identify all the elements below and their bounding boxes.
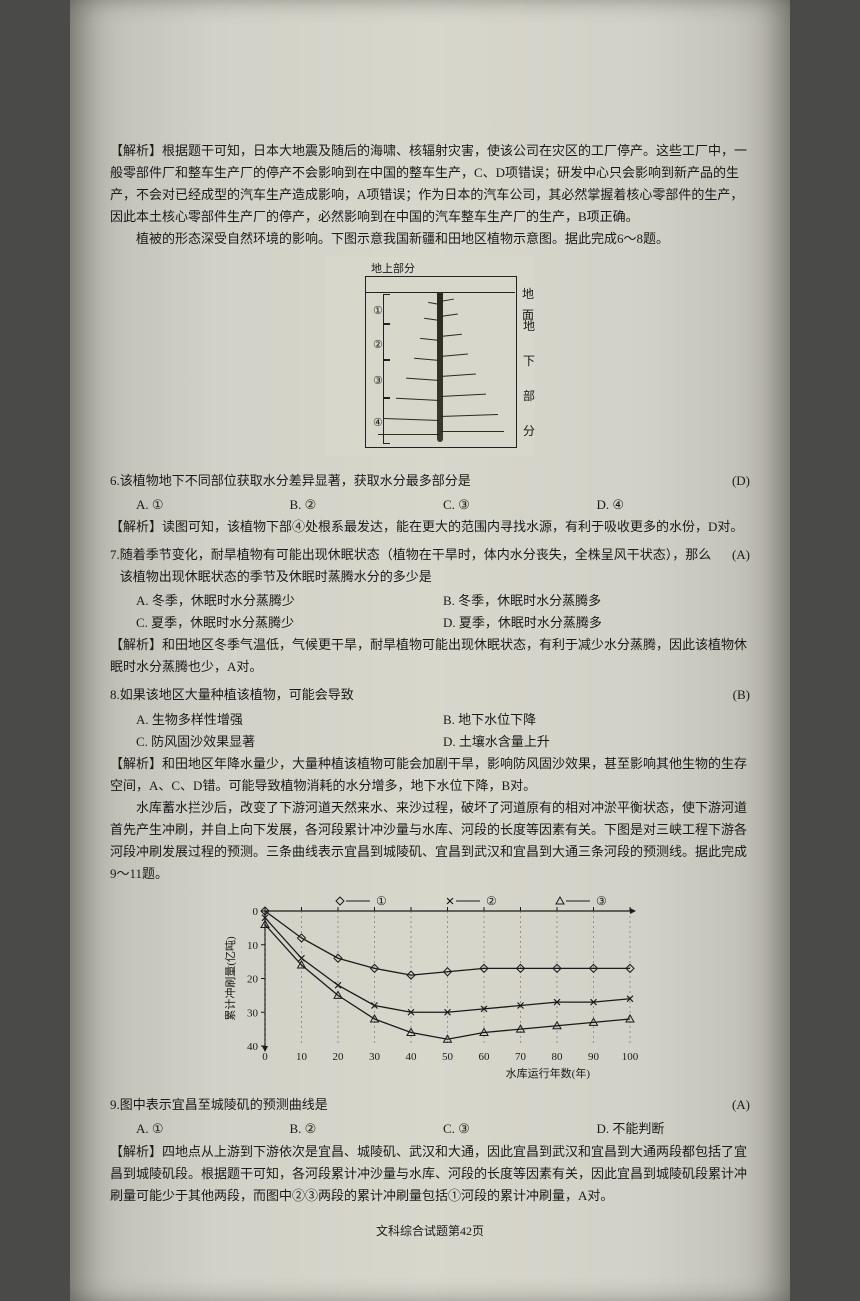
q6-analysis: 【解析】读图可知，该植物下部④处根系最发达，能在更大的范围内寻找水源，有利于吸收… — [110, 516, 750, 538]
q7-opt-c: C. 夏季，休眠时水分蒸腾少 — [136, 612, 443, 634]
svg-text:70: 70 — [515, 1051, 527, 1063]
svg-text:水库运行年数(年): 水库运行年数(年) — [506, 1066, 591, 1080]
svg-text:累计冲刷量(亿吨): 累计冲刷量(亿吨) — [223, 936, 237, 1021]
question-7: 7. 随着季节变化，耐旱植物有可能出现休眠状态（植物在干旱时，体内水分丧失，全株… — [110, 544, 750, 679]
q6-opt-b: B. ② — [290, 494, 444, 516]
q8-num: 8. — [110, 684, 120, 706]
q9-opt-d: D. 不能判断 — [597, 1118, 751, 1140]
svg-text:20: 20 — [247, 974, 259, 986]
q7-num: 7. — [110, 544, 120, 588]
svg-text:90: 90 — [588, 1051, 600, 1063]
q9-num: 9. — [110, 1094, 120, 1116]
svg-text:③: ③ — [596, 894, 607, 908]
fig1-branch — [440, 431, 504, 432]
q8-opt-a: A. 生物多样性增强 — [136, 709, 443, 731]
q8-analysis: 【解析】和田地区年降水量少，大量种植该植物可能会加剧干旱，影响防风固沙效果，甚至… — [110, 753, 750, 797]
q7-answer: (A) — [732, 544, 750, 588]
q7-opt-b: B. 冬季，休眠时水分蒸腾多 — [443, 590, 750, 612]
svg-text:①: ① — [376, 894, 387, 908]
q9-analysis: 【解析】四地点从上游到下游依次是宜昌、城陵矶、武汉和大通，因此宜昌到武汉和宜昌到… — [110, 1141, 750, 1207]
q9-answer: (A) — [732, 1094, 750, 1116]
page-footer: 文科综合试题第42页 — [110, 1221, 750, 1241]
figure-plant-root: 地上部分 地面 地 下 部 分 — [110, 256, 750, 463]
q6-num: 6. — [110, 470, 120, 492]
fig1-num-1: ① — [373, 302, 383, 321]
q9-opt-a: A. ① — [136, 1118, 290, 1140]
q7-opt-d: D. 夏季，休眠时水分蒸腾多 — [443, 612, 750, 634]
svg-text:40: 40 — [247, 1041, 259, 1053]
svg-text:②: ② — [486, 894, 497, 908]
svg-text:20: 20 — [333, 1051, 345, 1063]
question-6: 6. 该植物地下不同部位获取水分差异显著，获取水分最多部分是 (D) A. ① … — [110, 470, 750, 538]
question-9: 9. 图中表示宜昌至城陵矶的预测曲线是 (A) A. ① B. ② C. ③ D… — [110, 1094, 750, 1206]
fig1-bracket-2 — [383, 324, 390, 360]
figure-sediment-chart: 0102030400102030405060708090100累计冲刷量(亿吨)… — [110, 891, 750, 1088]
q6-answer: (D) — [732, 470, 750, 492]
fig1-bracket-4 — [383, 398, 390, 444]
q7-opt-a: A. 冬季，休眠时水分蒸腾少 — [136, 590, 443, 612]
fig1-side-2: 下 — [523, 351, 535, 371]
svg-text:0: 0 — [253, 906, 259, 918]
q6-opt-d: D. ④ — [597, 494, 751, 516]
q9-stem: 图中表示宜昌至城陵矶的预测曲线是 — [120, 1094, 722, 1116]
fig1-side-1: 地 — [523, 316, 535, 336]
analysis-q5: 【解析】根据题干可知，日本大地震及随后的海啸、核辐射灾害，使该公司在灾区的工厂停… — [110, 140, 750, 228]
fig1-side-3: 部 — [523, 386, 535, 406]
svg-text:10: 10 — [247, 940, 259, 952]
fig1-side-4: 分 — [523, 421, 535, 441]
exam-page: 【解析】根据题干可知，日本大地震及随后的海啸、核辐射灾害，使该公司在灾区的工厂停… — [70, 0, 790, 1301]
svg-text:10: 10 — [296, 1051, 308, 1063]
question-8: 8. 如果该地区大量种植该植物，可能会导致 (B) A. 生物多样性增强 B. … — [110, 684, 750, 796]
q9-opt-b: B. ② — [290, 1118, 444, 1140]
fig1-num-3: ③ — [373, 372, 383, 391]
q6-opt-c: C. ③ — [443, 494, 597, 516]
q6-opt-a: A. ① — [136, 494, 290, 516]
q8-opt-b: B. 地下水位下降 — [443, 709, 750, 731]
svg-text:80: 80 — [552, 1051, 564, 1063]
q8-opt-d: D. 土壤水含量上升 — [443, 731, 750, 753]
q7-analysis: 【解析】和田地区冬季气温低，气候更干旱，耐旱植物可能出现休眠状态，有利于减少水分… — [110, 634, 750, 678]
q7-stem: 随着季节变化，耐旱植物有可能出现休眠状态（植物在干旱时，体内水分丧失，全株呈风干… — [120, 544, 722, 588]
fig1-num-4: ④ — [373, 414, 383, 433]
svg-text:0: 0 — [262, 1051, 268, 1063]
fig1-num-2: ② — [373, 336, 383, 355]
svg-text:30: 30 — [369, 1051, 381, 1063]
intro-6-8: 植被的形态深受自然环境的影响。下图示意我国新疆和田地区植物示意图。据此完成6～8… — [110, 228, 750, 250]
fig1-bracket-3 — [383, 360, 390, 398]
q6-stem: 该植物地下不同部位获取水分差异显著，获取水分最多部分是 — [120, 470, 722, 492]
svg-text:100: 100 — [622, 1051, 639, 1063]
intro-9-11: 水库蓄水拦沙后，改变了下游河道天然来水、来沙过程，破坏了河道原有的相对冲淤平衡状… — [110, 797, 750, 885]
q8-stem: 如果该地区大量种植该植物，可能会导致 — [120, 684, 723, 706]
q8-answer: (B) — [733, 684, 750, 706]
svg-text:50: 50 — [442, 1051, 454, 1063]
svg-text:40: 40 — [406, 1051, 418, 1063]
svg-text:30: 30 — [247, 1008, 259, 1020]
q9-opt-c: C. ③ — [443, 1118, 597, 1140]
svg-text:60: 60 — [479, 1051, 491, 1063]
q8-opt-c: C. 防风固沙效果显著 — [136, 731, 443, 753]
fig1-bracket-1 — [383, 294, 390, 324]
